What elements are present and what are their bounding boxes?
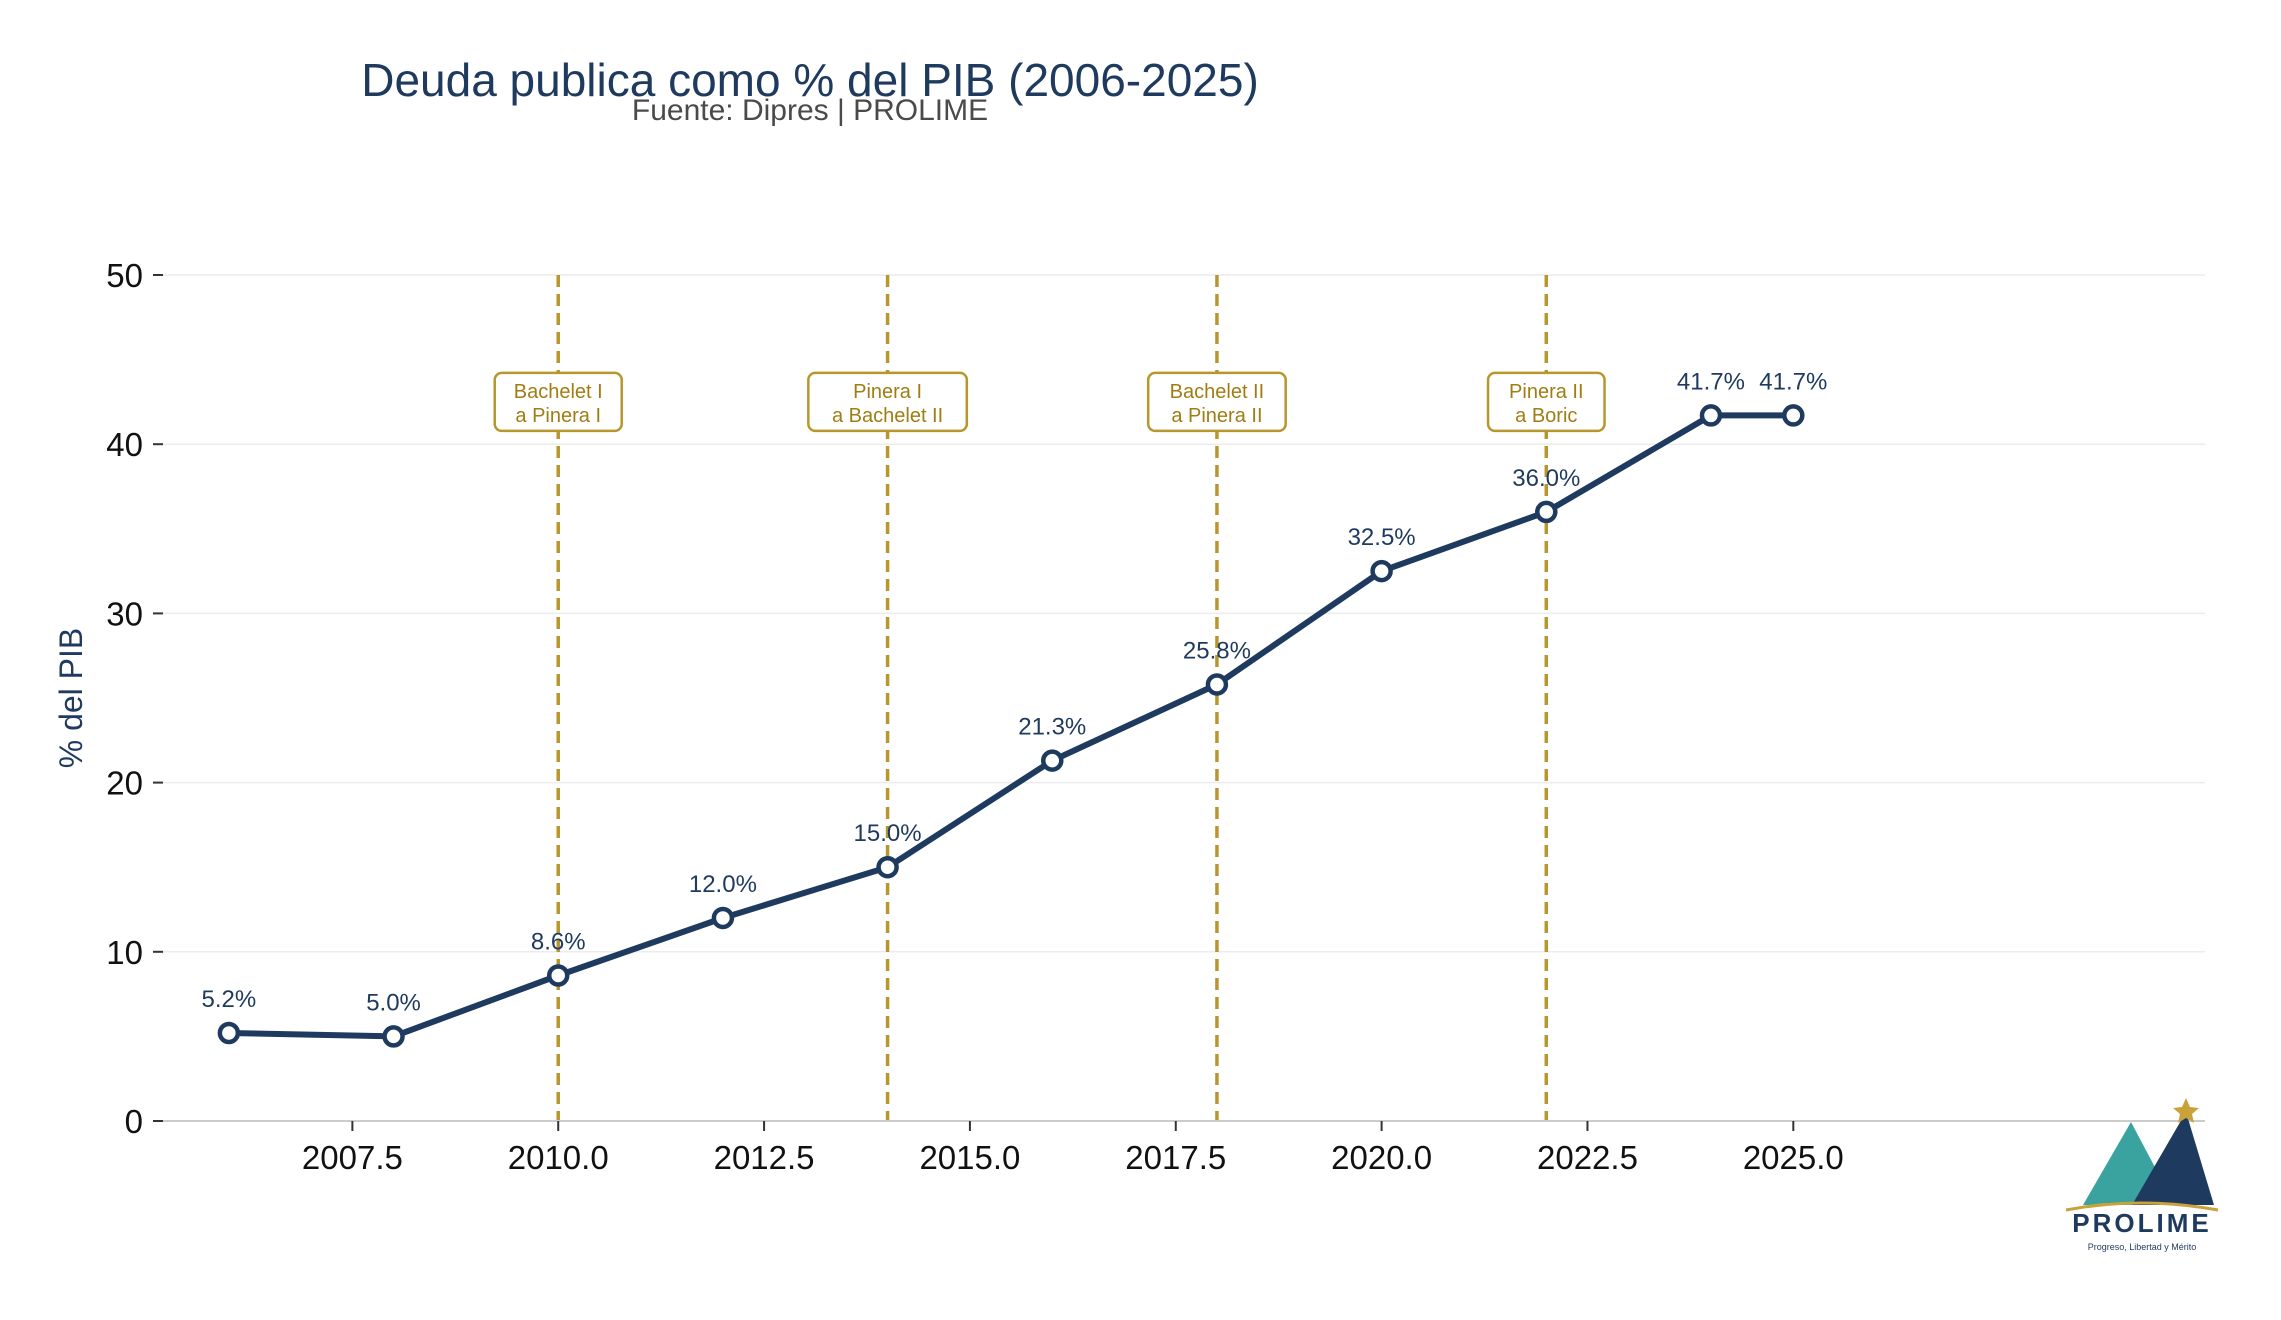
data-label-4: 15.0% xyxy=(854,820,922,847)
y-axis-ticks: 0 10 20 30 40 50 xyxy=(106,257,163,1140)
data-label-0: 5.2% xyxy=(202,986,257,1013)
annotation-text-2-1: a Pinera II xyxy=(1171,405,1262,427)
data-point-10 xyxy=(1782,404,1805,427)
logo-tagline: Progreso, Libertad y Mérito xyxy=(2088,1242,2197,1252)
logo-star-icon xyxy=(2173,1098,2199,1123)
y-tick-label-2: 20 xyxy=(106,765,143,802)
annotation-box-3 xyxy=(1486,371,1606,433)
y-tick-label-0: 0 xyxy=(125,1103,143,1140)
annotation-box-0 xyxy=(493,371,623,433)
annotation-text-3-0: Pinera II xyxy=(1509,381,1583,403)
data-label-10: 41.7% xyxy=(1759,368,1827,395)
y-tick-label-4: 40 xyxy=(106,426,143,463)
data-point-0 xyxy=(217,1021,241,1045)
annotation-text-2-0: Bachelet II xyxy=(1170,381,1265,403)
x-tick-label-2: 2012.5 xyxy=(714,1139,815,1176)
y-tick-label-5: 50 xyxy=(106,257,143,294)
x-tick-label-0: 2007.5 xyxy=(302,1139,403,1176)
series-line xyxy=(228,412,1794,1040)
y-tick-label-1: 10 xyxy=(106,934,143,971)
logo-swoosh-icon xyxy=(2065,1201,2219,1212)
y-tick-label-3: 30 xyxy=(106,595,143,632)
x-tick-label-6: 2022.5 xyxy=(1537,1139,1638,1176)
data-labels: 5.2% 5.0% 8.6% 12.0% 15.0% 21.3% 25.8% 32.5% 36.… xyxy=(202,368,1828,1016)
data-point-5 xyxy=(1041,749,1064,772)
data-label-6: 25.8% xyxy=(1183,637,1251,664)
annotation-box-1 xyxy=(807,371,969,433)
x-axis-ticks: 2007.5 2010.0 2012.5 2015.0 2017.5 2020.0 2022… xyxy=(302,1121,1844,1176)
prolime-logo: PROLIME Progreso, Libertad y Mérito xyxy=(2065,1098,2219,1252)
data-point-6 xyxy=(1205,673,1229,696)
data-label-9: 41.7% xyxy=(1677,368,1745,395)
y-axis-label: % del PIB xyxy=(53,628,89,769)
x-tick-label-4: 2017.5 xyxy=(1125,1139,1226,1176)
annotation-boxes: Bachelet Ia Pinera I Pinera Ia Bachelet I… xyxy=(493,371,1606,433)
annotation-text-0-1: a Pinera I xyxy=(515,405,601,427)
data-point-4 xyxy=(876,855,899,879)
data-point-7 xyxy=(1370,559,1393,583)
chart-subtitle: Fuente: Dipres | PROLIME xyxy=(632,94,988,127)
x-tick-label-3: 2015.0 xyxy=(919,1139,1020,1176)
x-tick-label-7: 2025.0 xyxy=(1743,1139,1844,1176)
annotation-text-0-0: Bachelet I xyxy=(514,381,603,403)
data-label-1: 5.0% xyxy=(366,989,421,1016)
data-label-2: 8.6% xyxy=(531,928,586,955)
data-point-8 xyxy=(1535,500,1558,524)
data-point-9 xyxy=(1699,404,1723,427)
data-label-5: 21.3% xyxy=(1018,714,1086,741)
annotation-text-1-1: a Bachelet II xyxy=(832,405,943,427)
logo-name: PROLIME xyxy=(2072,1208,2211,1238)
data-label-7: 32.5% xyxy=(1348,524,1416,551)
data-point-2 xyxy=(546,964,570,987)
x-tick-label-1: 2010.0 xyxy=(508,1139,609,1176)
data-point-1 xyxy=(382,1025,405,1048)
annotation-text-1-0: Pinera I xyxy=(853,381,922,403)
x-tick-label-5: 2020.0 xyxy=(1331,1139,1432,1176)
data-points xyxy=(217,404,1805,1048)
logo-navy-mountain-icon xyxy=(2132,1112,2214,1205)
data-point-3 xyxy=(711,906,735,930)
transition-lines xyxy=(556,275,1549,1121)
chart-title: Deuda publica como % del PIB (2006-2025) xyxy=(361,54,1259,106)
annotation-text-3-1: a Boric xyxy=(1515,405,1577,427)
data-label-8: 36.0% xyxy=(1512,465,1580,492)
annotation-box-2 xyxy=(1146,371,1287,433)
data-label-3: 12.0% xyxy=(689,871,757,898)
